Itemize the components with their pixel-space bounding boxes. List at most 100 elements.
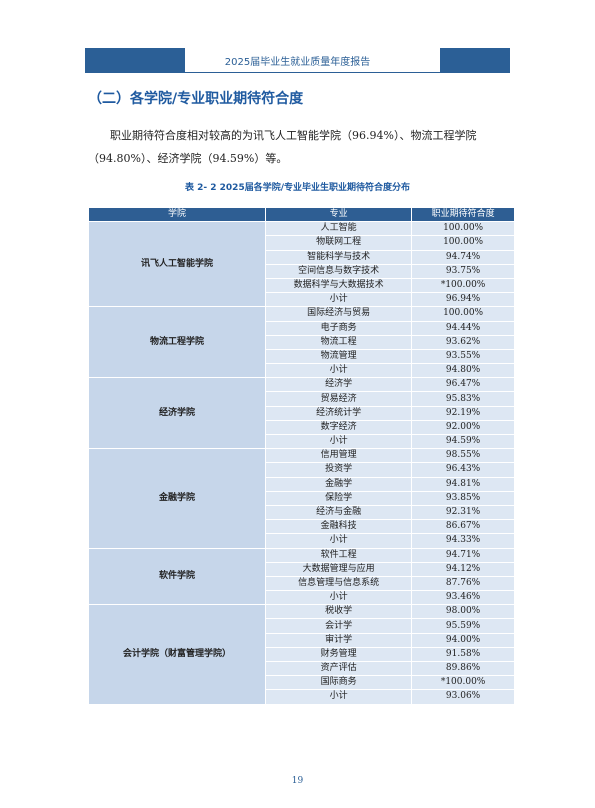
table-row: 讯飞人工智能学院 人工智能 100.00% xyxy=(88,221,515,308)
value-cell: 94.33% xyxy=(411,533,515,549)
value-cell: 92.31% xyxy=(411,504,515,521)
major-cell: 审计学 xyxy=(264,632,413,648)
table-row: 物流工程学院 国际经济与贸易 100.00% xyxy=(88,306,515,379)
major-cell: 国际经济与贸易 xyxy=(264,306,413,322)
table-row: 空间信息与数字技术 93.75% xyxy=(89,263,515,279)
major-cell: 物联网工程 xyxy=(264,235,413,251)
page-number: 19 xyxy=(291,776,304,786)
value-cell: 100.00% xyxy=(411,235,515,251)
major-cell: 物流管理 xyxy=(264,348,413,365)
major-cell: 信息管理与信息系统 xyxy=(264,575,413,592)
value-cell: 98.55% xyxy=(411,448,515,464)
value-cell: 94.44% xyxy=(411,320,515,336)
value-cell: 93.55% xyxy=(411,348,515,365)
value-cell: 94.12% xyxy=(411,561,515,577)
value-cell: 100.00% xyxy=(411,306,515,322)
value-cell: 95.59% xyxy=(411,618,515,634)
major-cell: 投资学 xyxy=(264,462,413,478)
major-cell: 保险学 xyxy=(264,490,413,506)
table-row: 小计 94.59% xyxy=(89,433,515,450)
value-cell: 95.83% xyxy=(411,391,515,407)
header-band xyxy=(85,48,185,72)
value-cell: 93.06% xyxy=(411,689,515,705)
major-cell: 金融学 xyxy=(264,476,413,492)
table-row: 金融学院 信用管理 98.55% xyxy=(88,448,515,549)
major-cell: 智能科学与技术 xyxy=(264,249,413,265)
major-cell: 数据科学与大数据技术 xyxy=(264,277,413,294)
value-cell: 94.59% xyxy=(411,433,515,450)
major-cell: 软件工程 xyxy=(264,547,413,563)
value-cell: 100.00% xyxy=(411,221,515,237)
major-cell: 财务管理 xyxy=(264,646,413,663)
major-cell: 税收学 xyxy=(264,604,413,620)
table-row: 小计 93.06% xyxy=(89,689,515,705)
value-cell: 96.94% xyxy=(411,292,515,308)
major-cell: 经济学 xyxy=(264,377,413,393)
major-cell: 经济统计学 xyxy=(264,405,413,421)
table-row: 物流工程 93.62% xyxy=(89,334,515,350)
college-cell: 讯飞人工智能学院 xyxy=(88,221,266,308)
value-cell: 92.19% xyxy=(411,405,515,421)
value-cell: 94.80% xyxy=(411,363,515,379)
table-row: 数据科学与大数据技术 *100.00% xyxy=(89,277,515,294)
value-cell: 86.67% xyxy=(411,519,515,535)
table-row: 智能科学与技术 94.74% xyxy=(89,249,515,265)
value-cell: *100.00% xyxy=(411,277,515,294)
major-cell: 人工智能 xyxy=(264,221,413,237)
table-row: 小计 96.94% xyxy=(89,292,515,308)
value-cell: 87.76% xyxy=(411,575,515,592)
table-row: 会计学院（财富管理学院） 税收学 98.00% xyxy=(88,604,515,705)
major-cell: 空间信息与数字技术 xyxy=(264,263,413,279)
college-cell: 软件学院 xyxy=(88,547,266,606)
table-row: 物联网工程 100.00% xyxy=(89,235,515,251)
column-header: 专业 xyxy=(264,206,413,223)
major-cell: 贸易经济 xyxy=(264,391,413,407)
header-band xyxy=(440,48,510,72)
value-cell: 93.46% xyxy=(411,590,515,606)
table: 学院 专业 职业期待符合度 讯飞人工智能学院 人工智能 100.00% 物联网工程 100.… xyxy=(88,206,515,705)
value-cell: 93.62% xyxy=(411,334,515,350)
major-cell: 经济与金融 xyxy=(264,504,413,521)
major-cell: 小计 xyxy=(264,590,413,606)
section-heading: （二）各学院/专业职业期待符合度 xyxy=(88,91,304,107)
college-cell: 会计学院（财富管理学院） xyxy=(88,604,266,705)
value-cell: 94.00% xyxy=(411,632,515,648)
major-cell: 会计学 xyxy=(264,618,413,634)
major-cell: 电子商务 xyxy=(264,320,413,336)
major-cell: 小计 xyxy=(264,363,413,379)
major-cell: 国际商务 xyxy=(264,675,413,691)
header-row: 学院 专业 职业期待符合度 xyxy=(88,206,515,223)
header-line xyxy=(85,72,510,73)
college-cell: 经济学院 xyxy=(88,377,266,450)
value-cell: 94.81% xyxy=(411,476,515,492)
value-cell: 96.43% xyxy=(411,462,515,478)
paragraph: 职业期待符合度相对较高的为讯飞人工智能学院（96.94%）、物流工程学院（94.… xyxy=(88,129,477,165)
table-row: 审计学 94.00% xyxy=(89,632,515,648)
major-cell: 数字经济 xyxy=(264,419,413,436)
college-cell: 金融学院 xyxy=(88,448,266,549)
table-caption: 表 2- 2 2025届各学院/专业毕业生职业期待符合度分布 xyxy=(185,183,410,193)
major-cell: 信用管理 xyxy=(264,448,413,464)
value-cell: 96.47% xyxy=(411,377,515,393)
table-row: 小计 93.46% xyxy=(89,590,515,606)
college-cell: 物流工程学院 xyxy=(88,306,266,379)
value-cell: 94.71% xyxy=(411,547,515,563)
value-cell: 93.75% xyxy=(411,263,515,279)
table-row: 资产评估 89.86% xyxy=(89,660,515,677)
major-cell: 小计 xyxy=(264,533,413,549)
table-row: 大数据管理与应用 94.12% xyxy=(89,561,515,577)
table-row: 保险学 93.85% xyxy=(89,490,515,506)
value-cell: 94.74% xyxy=(411,249,515,265)
value-cell: 91.58% xyxy=(411,646,515,663)
table-row: 小计 94.80% xyxy=(89,363,515,379)
value-cell: 93.85% xyxy=(411,490,515,506)
table-row: 经济学院 经济学 96.47% xyxy=(88,377,515,450)
value-cell: 89.86% xyxy=(411,660,515,677)
table-body: 讯飞人工智能学院 人工智能 100.00% 物联网工程 100.00% 智能科学与技术 94… xyxy=(88,221,515,705)
major-cell: 金融科技 xyxy=(264,519,413,535)
table-row: 软件学院 软件工程 94.71% xyxy=(88,547,515,606)
column-header: 职业期待符合度 xyxy=(411,206,515,223)
header-title: 2025届毕业生就业质量年度报告 xyxy=(224,57,371,68)
table-row: 经济统计学 92.19% xyxy=(89,405,515,421)
major-cell: 大数据管理与应用 xyxy=(264,561,413,577)
